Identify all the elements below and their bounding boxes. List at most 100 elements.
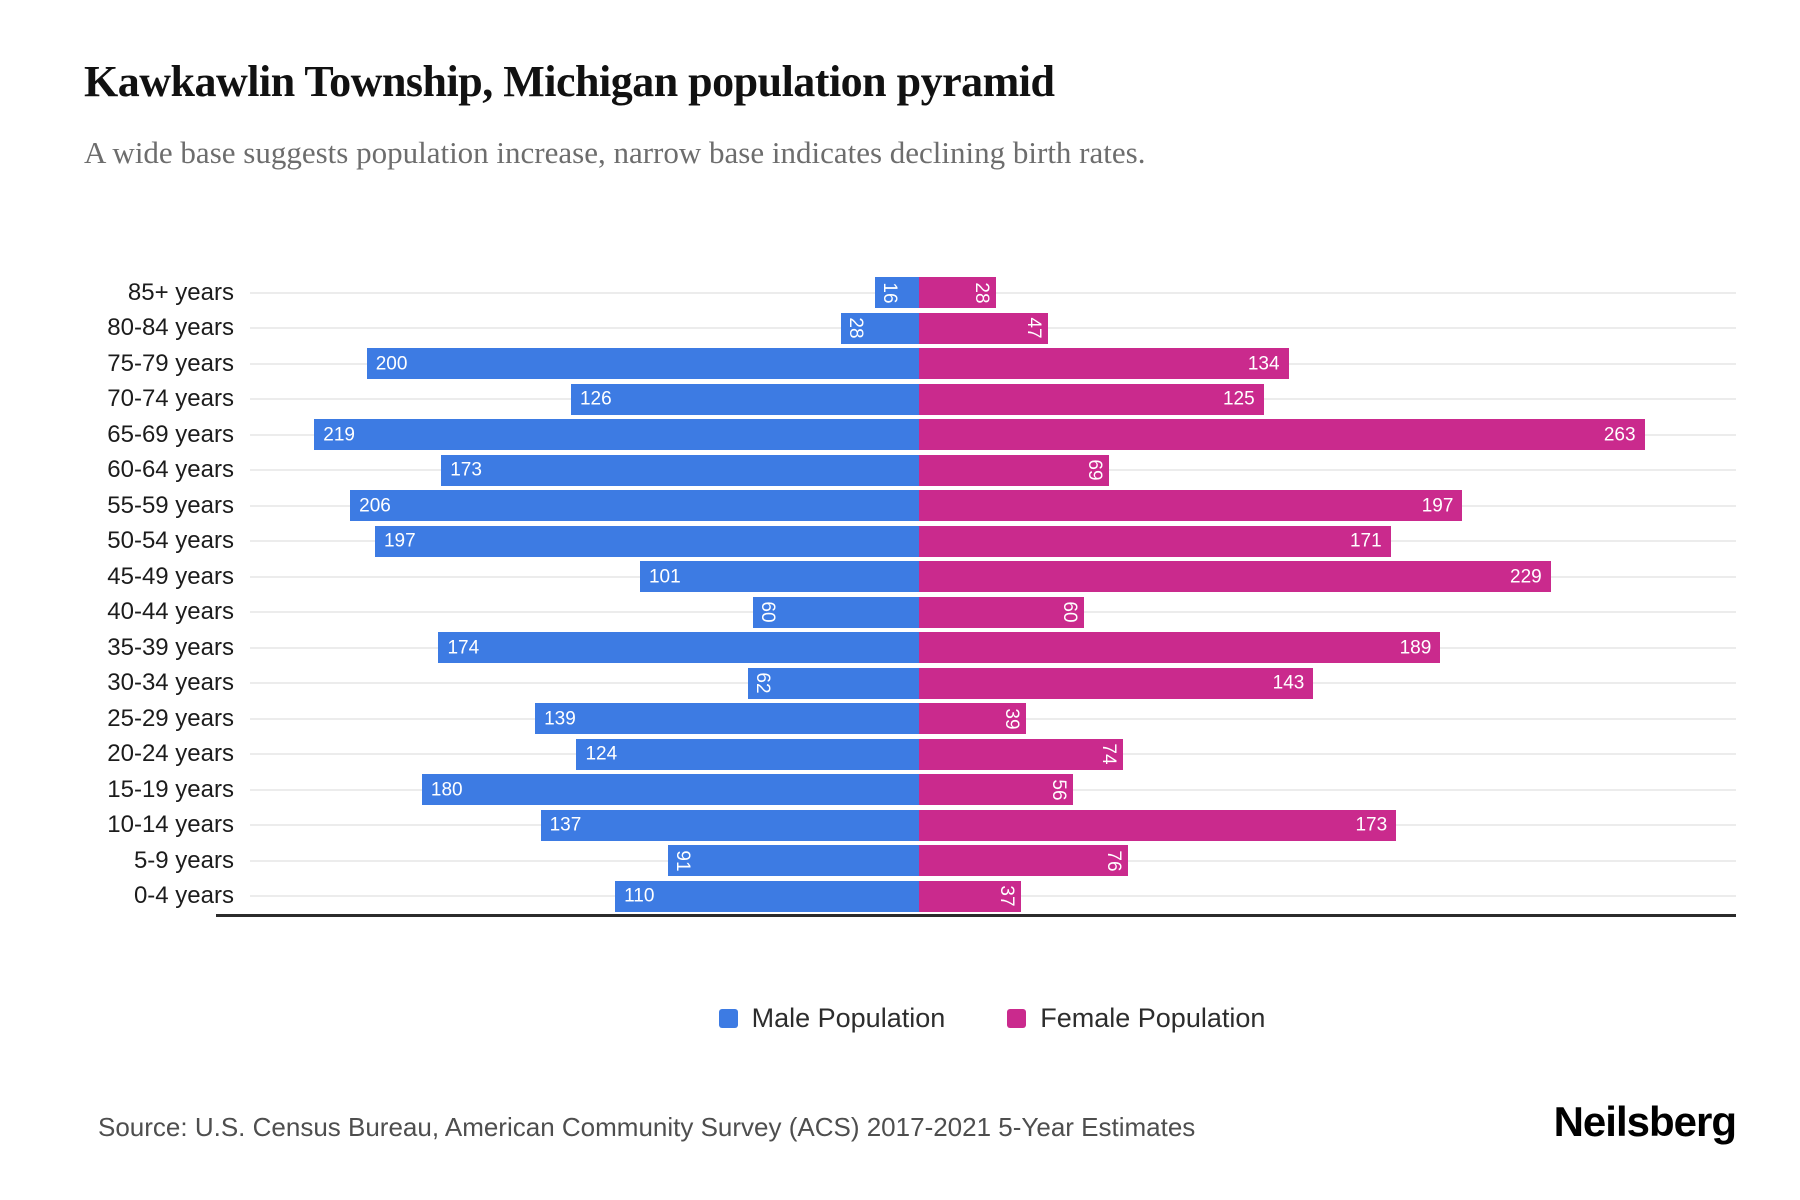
female-bar[interactable]: 143 — [918, 667, 1314, 699]
male-bar-value: 137 — [549, 814, 582, 836]
male-bar-value: 174 — [447, 637, 480, 659]
female-region: 229 — [918, 561, 1736, 593]
male-bar[interactable]: 28 — [841, 312, 919, 344]
male-region: 206 — [250, 490, 919, 522]
male-bar[interactable]: 173 — [441, 454, 919, 486]
female-bar[interactable]: 189 — [918, 632, 1441, 664]
male-region: 137 — [250, 809, 919, 841]
page-footer: Source: U.S. Census Bureau, American Com… — [98, 1098, 1737, 1146]
male-bar[interactable]: 137 — [540, 809, 919, 841]
legend-item-female[interactable]: Female Population — [1007, 1003, 1265, 1034]
row-label: 35-39 years — [107, 633, 234, 661]
male-bar[interactable]: 91 — [667, 845, 919, 877]
row-label: 55-59 years — [107, 491, 234, 519]
bar-area: 91 76 — [250, 845, 1736, 877]
chart-row: 50-54 years 197 171 — [84, 523, 1736, 559]
male-bar[interactable]: 219 — [314, 419, 919, 451]
male-bar-value: 60 — [757, 601, 779, 623]
female-bar[interactable]: 69 — [918, 454, 1110, 486]
chart-row: 15-19 years 180 56 — [84, 772, 1736, 808]
male-region: 124 — [250, 738, 919, 770]
female-bar-value: 76 — [1103, 849, 1125, 872]
male-bar[interactable]: 124 — [576, 738, 919, 770]
bar-area: 110 37 — [250, 880, 1736, 912]
female-bar[interactable]: 76 — [918, 845, 1129, 877]
male-bar-value: 173 — [450, 459, 482, 481]
male-bar[interactable]: 101 — [639, 561, 919, 593]
female-bar[interactable]: 47 — [918, 312, 1049, 344]
male-bar[interactable]: 206 — [350, 490, 919, 522]
female-region: 74 — [918, 738, 1736, 770]
male-bar[interactable]: 180 — [421, 774, 919, 806]
female-bar[interactable]: 39 — [918, 703, 1027, 735]
female-region: 76 — [918, 845, 1736, 877]
female-bar[interactable]: 229 — [918, 561, 1551, 593]
row-label: 50-54 years — [107, 527, 234, 555]
female-bar[interactable]: 263 — [918, 419, 1645, 451]
female-bar-value: 37 — [995, 885, 1017, 907]
chart-row: 30-34 years 62 143 — [84, 665, 1736, 701]
row-label: 15-19 years — [107, 775, 234, 803]
male-bar-value: 126 — [579, 388, 612, 410]
row-label: 80-84 years — [107, 314, 234, 342]
male-bar[interactable]: 174 — [438, 632, 919, 664]
male-bar[interactable]: 60 — [753, 596, 919, 628]
female-bar-value: 39 — [1001, 707, 1023, 730]
female-region: 143 — [918, 667, 1736, 699]
bar-area: 126 125 — [250, 383, 1736, 415]
legend-item-male[interactable]: Male Population — [718, 1003, 945, 1034]
page-title: Kawkawlin Township, Michigan population … — [84, 57, 1055, 106]
female-bar[interactable]: 74 — [918, 738, 1123, 770]
male-region: 200 — [250, 348, 919, 380]
male-bar-value: 197 — [383, 530, 416, 552]
male-region: 101 — [250, 561, 919, 593]
male-bar[interactable]: 110 — [615, 880, 919, 912]
male-bar[interactable]: 200 — [366, 348, 919, 380]
row-label: 85+ years — [127, 278, 234, 306]
male-bar[interactable]: 126 — [570, 383, 919, 415]
female-bar[interactable]: 173 — [918, 809, 1397, 841]
male-region: 219 — [250, 419, 919, 451]
male-region: 197 — [250, 525, 919, 557]
female-bar[interactable]: 171 — [918, 525, 1391, 557]
female-region: 197 — [918, 490, 1736, 522]
female-bar[interactable]: 134 — [918, 348, 1289, 380]
chart-row: 0-4 years 110 37 — [84, 878, 1736, 914]
female-region: 171 — [918, 525, 1736, 557]
male-bar[interactable]: 197 — [374, 525, 919, 557]
male-region: 174 — [250, 632, 919, 664]
female-region: 56 — [918, 774, 1736, 806]
chart-row: 35-39 years 174 189 — [84, 630, 1736, 666]
chart-row: 25-29 years 139 39 — [84, 701, 1736, 737]
row-label: 65-69 years — [107, 420, 234, 448]
female-bar[interactable]: 28 — [918, 277, 996, 309]
female-bar[interactable]: 125 — [918, 383, 1264, 415]
male-bar-value: 206 — [359, 495, 391, 517]
female-bar[interactable]: 56 — [918, 774, 1074, 806]
female-region: 69 — [918, 454, 1736, 486]
bar-area: 200 134 — [250, 348, 1736, 380]
bar-area: 180 56 — [250, 774, 1736, 806]
chart-legend: Male Population Female Population — [248, 1003, 1736, 1034]
row-label: 0-4 years — [133, 882, 234, 910]
male-bar[interactable]: 62 — [747, 667, 919, 699]
male-bar[interactable]: 139 — [535, 703, 919, 735]
female-bar[interactable]: 60 — [918, 596, 1085, 628]
chart-row: 85+ years 16 28 — [84, 275, 1736, 311]
female-bar-value: 60 — [1059, 601, 1081, 623]
female-bar[interactable]: 37 — [918, 880, 1021, 912]
x-axis-line — [216, 913, 1736, 917]
chart-row: 55-59 years 206 197 — [84, 488, 1736, 524]
female-bar-value: 74 — [1097, 743, 1119, 765]
male-bar[interactable]: 16 — [874, 277, 919, 309]
male-region: 16 — [250, 277, 919, 309]
bar-area: 101 229 — [250, 561, 1736, 593]
female-bar-value: 229 — [1510, 566, 1542, 588]
row-label: 30-34 years — [107, 669, 234, 697]
female-bar-value: 125 — [1222, 388, 1255, 410]
female-bar-value: 134 — [1247, 353, 1280, 375]
male-region: 62 — [250, 667, 919, 699]
female-bar[interactable]: 197 — [918, 490, 1463, 522]
female-region: 37 — [918, 880, 1736, 912]
